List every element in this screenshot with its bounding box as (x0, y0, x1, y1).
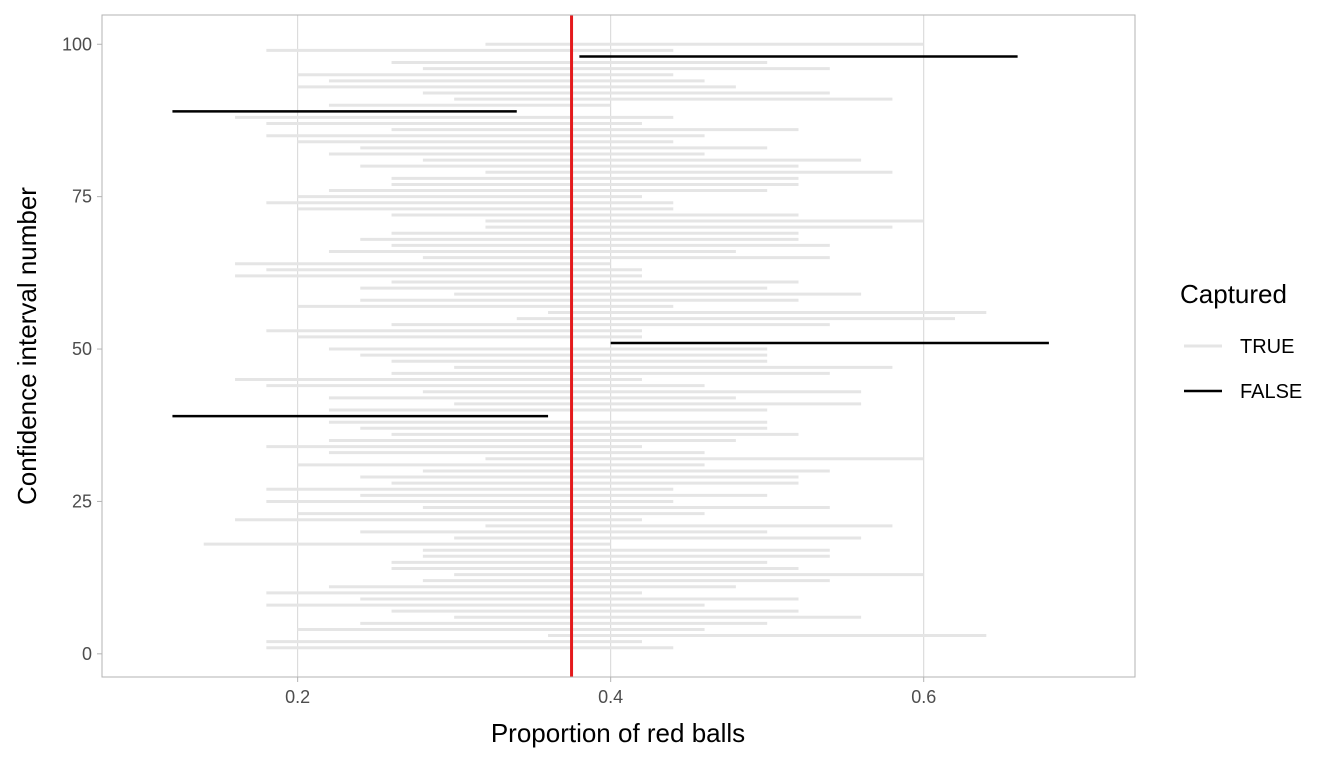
series-true-intervals (203, 42, 987, 650)
legend: Captured TRUE FALSE (1180, 279, 1302, 403)
y-tick-label: 25 (72, 491, 92, 511)
y-tick-label: 0 (82, 644, 92, 664)
x-tick-label: 0.2 (285, 687, 310, 707)
legend-label-false: FALSE (1240, 381, 1302, 403)
x-axis-ticks: 0.2 0.4 0.6 (285, 677, 936, 707)
x-tick-label: 0.6 (911, 687, 936, 707)
y-axis-ticks: 0 25 50 75 100 (62, 34, 102, 664)
x-tick-label: 0.4 (598, 687, 623, 707)
legend-title: Captured (1180, 279, 1287, 309)
y-axis-title: Confidence interval number (12, 187, 42, 505)
legend-label-true: TRUE (1240, 336, 1294, 358)
grid-lines (297, 15, 925, 677)
y-tick-label: 100 (62, 34, 92, 54)
y-tick-label: 75 (72, 187, 92, 207)
y-tick-label: 50 (72, 339, 92, 359)
x-axis-title: Proportion of red balls (491, 718, 745, 748)
plot-border (101, 14, 1136, 678)
series-false-intervals (172, 55, 1049, 418)
plot-background (102, 15, 1135, 677)
